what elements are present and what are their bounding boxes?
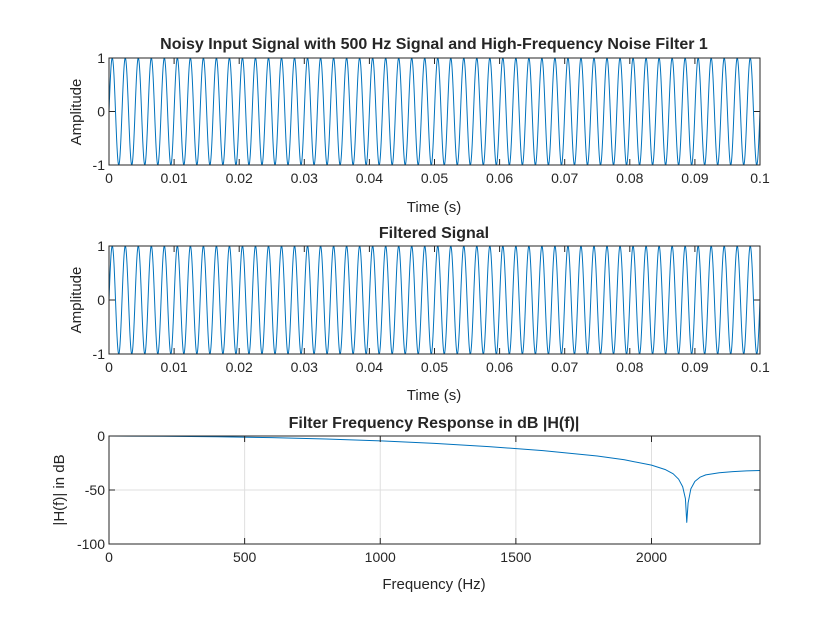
frequency-response-ytick-label-1: -50: [85, 482, 105, 498]
filtered-signal-title: Filtered Signal: [379, 225, 489, 242]
frequency-response-xtick-label-3: 1500: [500, 549, 531, 565]
input-signal-ytick-label-2: 1: [97, 50, 105, 66]
filtered-signal-xtick-label-0: 0: [105, 359, 113, 375]
input-signal-xtick-label-9: 0.09: [681, 170, 708, 186]
filtered-signal-xtick-label-2: 0.02: [226, 359, 253, 375]
frequency-response-xlabel: Frequency (Hz): [382, 576, 485, 593]
input-signal-xlabel: Time (s): [407, 199, 461, 216]
input-signal-xtick-label-8: 0.08: [616, 170, 643, 186]
frequency-response-ytick-label-0: -100: [77, 536, 105, 552]
input-signal-xtick-label-6: 0.06: [486, 170, 513, 186]
input-signal-xtick-label-10: 0.1: [750, 170, 770, 186]
filtered-signal-series-line-0: [109, 245, 760, 355]
input-signal-series-line-0: [109, 57, 760, 166]
filtered-signal-ytick-label-2: 1: [97, 238, 105, 254]
filtered-signal-xlabel: Time (s): [407, 387, 461, 404]
filtered-signal-ylabel: Amplitude: [68, 267, 85, 334]
filtered-signal-ytick-label-1: 0: [97, 292, 105, 308]
input-signal-xtick-label-2: 0.02: [226, 170, 253, 186]
frequency-response-title: Filter Frequency Response in dB |H(f)|: [289, 415, 580, 432]
input-signal-xtick-label-5: 0.05: [421, 170, 448, 186]
input-signal-ytick-label-0: -1: [93, 157, 106, 173]
filtered-signal-ytick-label-0: -1: [93, 346, 106, 362]
frequency-response-ytick-label-2: 0: [97, 428, 105, 444]
frequency-response-subplot: Filter Frequency Response in dB |H(f)| |…: [51, 415, 761, 593]
frequency-response-series-line-0: [109, 435, 760, 523]
filtered-signal-xtick-label-5: 0.05: [421, 359, 448, 375]
filtered-signal-xtick-label-10: 0.1: [750, 359, 770, 375]
frequency-response-xtick-label-1: 500: [233, 549, 257, 565]
filtered-signal-xtick-label-7: 0.07: [551, 359, 578, 375]
frequency-response-xtick-label-0: 0: [105, 549, 113, 565]
frequency-response-xtick-label-4: 2000: [636, 549, 667, 565]
filtered-signal-xtick-label-4: 0.04: [356, 359, 383, 375]
input-signal-xtick-label-1: 0.01: [160, 170, 187, 186]
frequency-response-ylabel: |H(f)| in dB: [51, 454, 68, 525]
input-signal-xtick-label-0: 0: [105, 170, 113, 186]
filtered-signal-xtick-label-6: 0.06: [486, 359, 513, 375]
input-signal-xtick-label-4: 0.04: [356, 170, 383, 186]
filtered-signal-xtick-label-9: 0.09: [681, 359, 708, 375]
filtered-signal-xtick-label-1: 0.01: [160, 359, 187, 375]
filtered-signal-subplot: Filtered Signal Amplitude Time (s) 0 0.01…: [68, 225, 770, 404]
input-signal-ylabel: Amplitude: [68, 79, 85, 146]
input-signal-xtick-label-7: 0.07: [551, 170, 578, 186]
input-signal-subplot: Noisy Input Signal with 500 Hz Signal an…: [68, 36, 770, 216]
input-signal-title: Noisy Input Signal with 500 Hz Signal an…: [160, 36, 708, 53]
filtered-signal-xtick-label-3: 0.03: [291, 359, 318, 375]
frequency-response-xtick-label-2: 1000: [365, 549, 396, 565]
input-signal-xtick-label-3: 0.03: [291, 170, 318, 186]
input-signal-ytick-label-1: 0: [97, 104, 105, 120]
filtered-signal-xtick-label-8: 0.08: [616, 359, 643, 375]
